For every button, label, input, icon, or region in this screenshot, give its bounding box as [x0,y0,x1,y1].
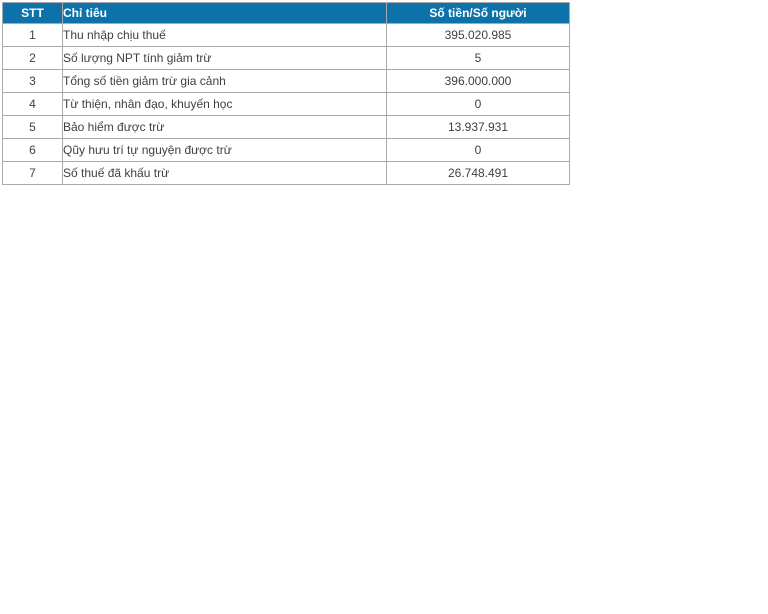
table-row: 1 Thu nhập chịu thuế 395.020.985 [2,23,570,47]
table-row: 7 Số thuế đã khấu trừ 26.748.491 [2,161,570,185]
cell-so_tien: 396.000.000 [386,69,570,93]
column-header-stt: STT [2,2,63,24]
header-row: STT Chỉ tiêu Số tiền/Số người [2,2,570,24]
cell-so_tien: 13.937.931 [386,115,570,139]
cell-so_tien: 0 [386,138,570,162]
cell-chi_tieu: Tổng số tiền giảm trừ gia cảnh [62,69,387,93]
cell-so_tien: 5 [386,46,570,70]
cell-stt: 6 [2,138,63,162]
cell-stt: 1 [2,23,63,47]
tax-summary-table: STT Chỉ tiêu Số tiền/Số người 1 Thu nhập ch… [2,2,570,185]
cell-chi_tieu: Số lượng NPT tính giảm trừ [62,46,387,70]
cell-stt: 4 [2,92,63,116]
cell-chi_tieu: Từ thiện, nhân đạo, khuyến học [62,92,387,116]
tax-summary-container: STT Chỉ tiêu Số tiền/Số người 1 Thu nhập ch… [0,0,768,185]
cell-chi_tieu: Số thuế đã khấu trừ [62,161,387,185]
table-row: 5 Bảo hiểm được trừ 13.937.931 [2,115,570,139]
cell-chi_tieu: Bảo hiểm được trừ [62,115,387,139]
column-header-so_tien: Số tiền/Số người [386,2,570,24]
table-row: 2 Số lượng NPT tính giảm trừ 5 [2,46,570,70]
cell-stt: 5 [2,115,63,139]
table-row: 4 Từ thiện, nhân đạo, khuyến học 0 [2,92,570,116]
table-row: 3 Tổng số tiền giảm trừ gia cảnh 396.000.0… [2,69,570,93]
cell-so_tien: 26.748.491 [386,161,570,185]
cell-stt: 7 [2,161,63,185]
cell-so_tien: 0 [386,92,570,116]
table-head: STT Chỉ tiêu Số tiền/Số người [2,2,570,24]
cell-stt: 3 [2,69,63,93]
cell-stt: 2 [2,46,63,70]
cell-chi_tieu: Thu nhập chịu thuế [62,23,387,47]
cell-so_tien: 395.020.985 [386,23,570,47]
cell-chi_tieu: Qũy hưu trí tự nguyện được trừ [62,138,387,162]
column-header-chi_tieu: Chỉ tiêu [62,2,387,24]
table-row: 6 Qũy hưu trí tự nguyện được trừ 0 [2,138,570,162]
table-body: 1 Thu nhập chịu thuế 395.020.985 2 Số lượng … [2,23,570,185]
